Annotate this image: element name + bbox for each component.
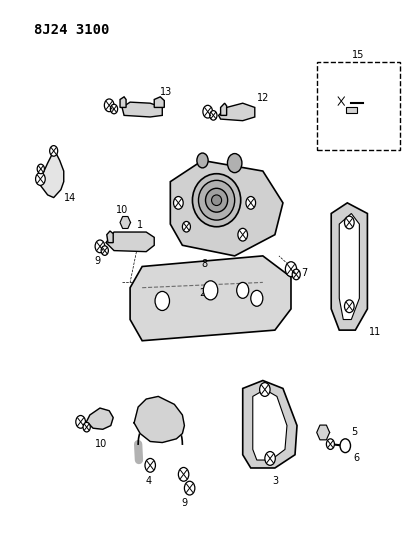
Polygon shape xyxy=(134,397,184,442)
Circle shape xyxy=(286,262,296,277)
Text: 8: 8 xyxy=(201,259,208,269)
Polygon shape xyxy=(122,102,162,117)
Circle shape xyxy=(203,106,213,118)
Circle shape xyxy=(336,94,347,108)
Polygon shape xyxy=(331,203,367,330)
Ellipse shape xyxy=(205,188,228,212)
Circle shape xyxy=(292,269,300,280)
Circle shape xyxy=(228,154,242,173)
Text: 7: 7 xyxy=(301,268,307,278)
Polygon shape xyxy=(106,232,154,252)
Text: 10: 10 xyxy=(116,205,128,215)
Polygon shape xyxy=(154,97,164,108)
Circle shape xyxy=(76,416,85,428)
Circle shape xyxy=(347,98,355,109)
Ellipse shape xyxy=(192,174,241,227)
Polygon shape xyxy=(221,103,227,115)
Text: 3: 3 xyxy=(272,476,278,486)
Polygon shape xyxy=(86,408,113,429)
Bar xyxy=(347,108,356,113)
Text: 2: 2 xyxy=(199,288,206,298)
Text: 9: 9 xyxy=(181,498,188,508)
Text: 14: 14 xyxy=(64,193,76,203)
Text: 12: 12 xyxy=(257,93,269,103)
Text: 6: 6 xyxy=(353,453,360,463)
Text: 13: 13 xyxy=(160,87,173,97)
Text: 9: 9 xyxy=(94,256,100,266)
Circle shape xyxy=(251,290,263,306)
Text: 8J24 3100: 8J24 3100 xyxy=(34,22,109,37)
Circle shape xyxy=(203,281,218,300)
Text: 11: 11 xyxy=(369,327,382,337)
Polygon shape xyxy=(219,103,255,120)
Circle shape xyxy=(246,197,256,209)
Circle shape xyxy=(210,111,217,120)
Polygon shape xyxy=(120,97,126,108)
Circle shape xyxy=(237,282,249,298)
Circle shape xyxy=(345,300,354,313)
Circle shape xyxy=(197,153,208,168)
Text: 1: 1 xyxy=(137,221,143,230)
Text: 4: 4 xyxy=(145,476,151,486)
Polygon shape xyxy=(130,256,291,341)
Polygon shape xyxy=(253,390,287,460)
Circle shape xyxy=(184,481,195,495)
Text: 5: 5 xyxy=(351,427,358,437)
Text: 10: 10 xyxy=(95,439,107,449)
Circle shape xyxy=(178,467,189,481)
Bar xyxy=(317,62,400,150)
Polygon shape xyxy=(40,152,64,198)
Circle shape xyxy=(345,216,354,229)
Circle shape xyxy=(50,146,58,156)
Text: 15: 15 xyxy=(352,50,365,60)
Polygon shape xyxy=(107,231,113,243)
Polygon shape xyxy=(317,425,330,440)
Circle shape xyxy=(36,173,45,185)
Circle shape xyxy=(83,422,90,432)
Circle shape xyxy=(95,240,105,253)
Polygon shape xyxy=(243,381,297,468)
Ellipse shape xyxy=(198,180,234,220)
Circle shape xyxy=(104,99,114,112)
Ellipse shape xyxy=(211,195,222,206)
Circle shape xyxy=(360,97,370,110)
Circle shape xyxy=(182,221,190,232)
Circle shape xyxy=(111,104,117,114)
Circle shape xyxy=(326,439,335,449)
Circle shape xyxy=(260,383,270,397)
Circle shape xyxy=(37,164,45,174)
Circle shape xyxy=(340,439,350,453)
Polygon shape xyxy=(171,160,283,256)
Circle shape xyxy=(238,228,247,241)
Circle shape xyxy=(155,292,170,311)
Circle shape xyxy=(145,458,156,472)
Polygon shape xyxy=(120,216,130,229)
Circle shape xyxy=(173,197,183,209)
Circle shape xyxy=(101,246,109,255)
Polygon shape xyxy=(339,214,359,319)
Circle shape xyxy=(265,451,275,465)
